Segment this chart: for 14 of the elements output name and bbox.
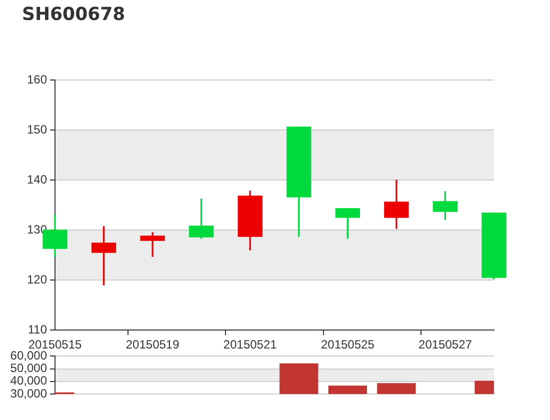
y-tick-label: 50,000 [10,361,48,376]
x-tick-label: 20150525 [320,338,375,352]
candlestick [140,232,165,257]
x-tick-label: 20150521 [223,338,278,352]
chart-title: SH600678 [22,4,126,25]
y-tick-label: 30,000 [10,386,48,400]
y-tick-label: 40,000 [10,374,48,388]
y-tick-label: 140 [26,172,48,186]
y-tick-label: 120 [26,272,48,286]
x-tick-label: 20150519 [126,338,180,352]
x-tick-label: 20150527 [418,338,472,352]
y-tick-label: 150 [26,122,48,136]
y-tick-label: 160 [26,72,48,86]
y-tick-label: 110 [28,322,48,336]
